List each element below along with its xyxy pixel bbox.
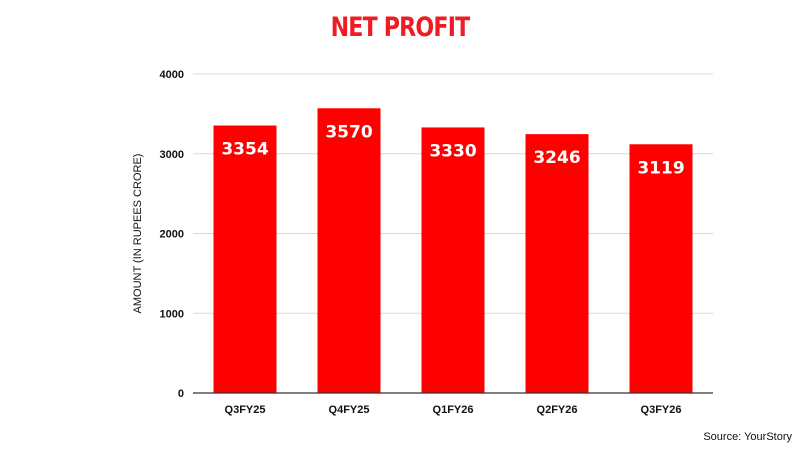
x-tick-label: Q2FY26 — [537, 404, 578, 416]
bar-value-label: 3246 — [533, 148, 580, 168]
y-tick-label: 1000 — [160, 308, 184, 320]
bar-value-label: 3119 — [637, 158, 684, 178]
bar-value-labels: 3354 3570 3330 3246 3119 — [221, 122, 684, 178]
x-axis-ticks: Q3FY25 Q4FY25 Q1FY26 Q2FY26 Q3FY26 — [225, 404, 682, 416]
bar — [525, 134, 589, 393]
bar — [317, 108, 381, 393]
y-axis-ticks: 0 1000 2000 3000 4000 — [160, 69, 184, 400]
y-tick-label: 0 — [178, 388, 184, 400]
bar — [421, 127, 485, 394]
bar — [213, 125, 277, 394]
y-tick-label: 4000 — [160, 69, 184, 81]
bar-value-label: 3570 — [325, 122, 372, 142]
x-tick-label: Q3FY26 — [641, 404, 682, 416]
x-tick-label: Q4FY25 — [329, 404, 370, 416]
x-tick-label: Q1FY26 — [433, 404, 474, 416]
bars — [213, 108, 693, 394]
bar-value-label: 3354 — [221, 140, 268, 160]
y-axis-title: AMOUNT (IN RUPEES CRORE) — [132, 154, 144, 314]
x-tick-label: Q3FY25 — [225, 404, 266, 416]
bar — [629, 144, 693, 393]
chart-title: NET PROFIT — [330, 12, 471, 43]
y-tick-label: 2000 — [160, 229, 184, 241]
bar-value-label: 3330 — [429, 141, 476, 161]
y-tick-label: 3000 — [160, 149, 184, 161]
source-note: Source: YourStory — [703, 431, 792, 443]
